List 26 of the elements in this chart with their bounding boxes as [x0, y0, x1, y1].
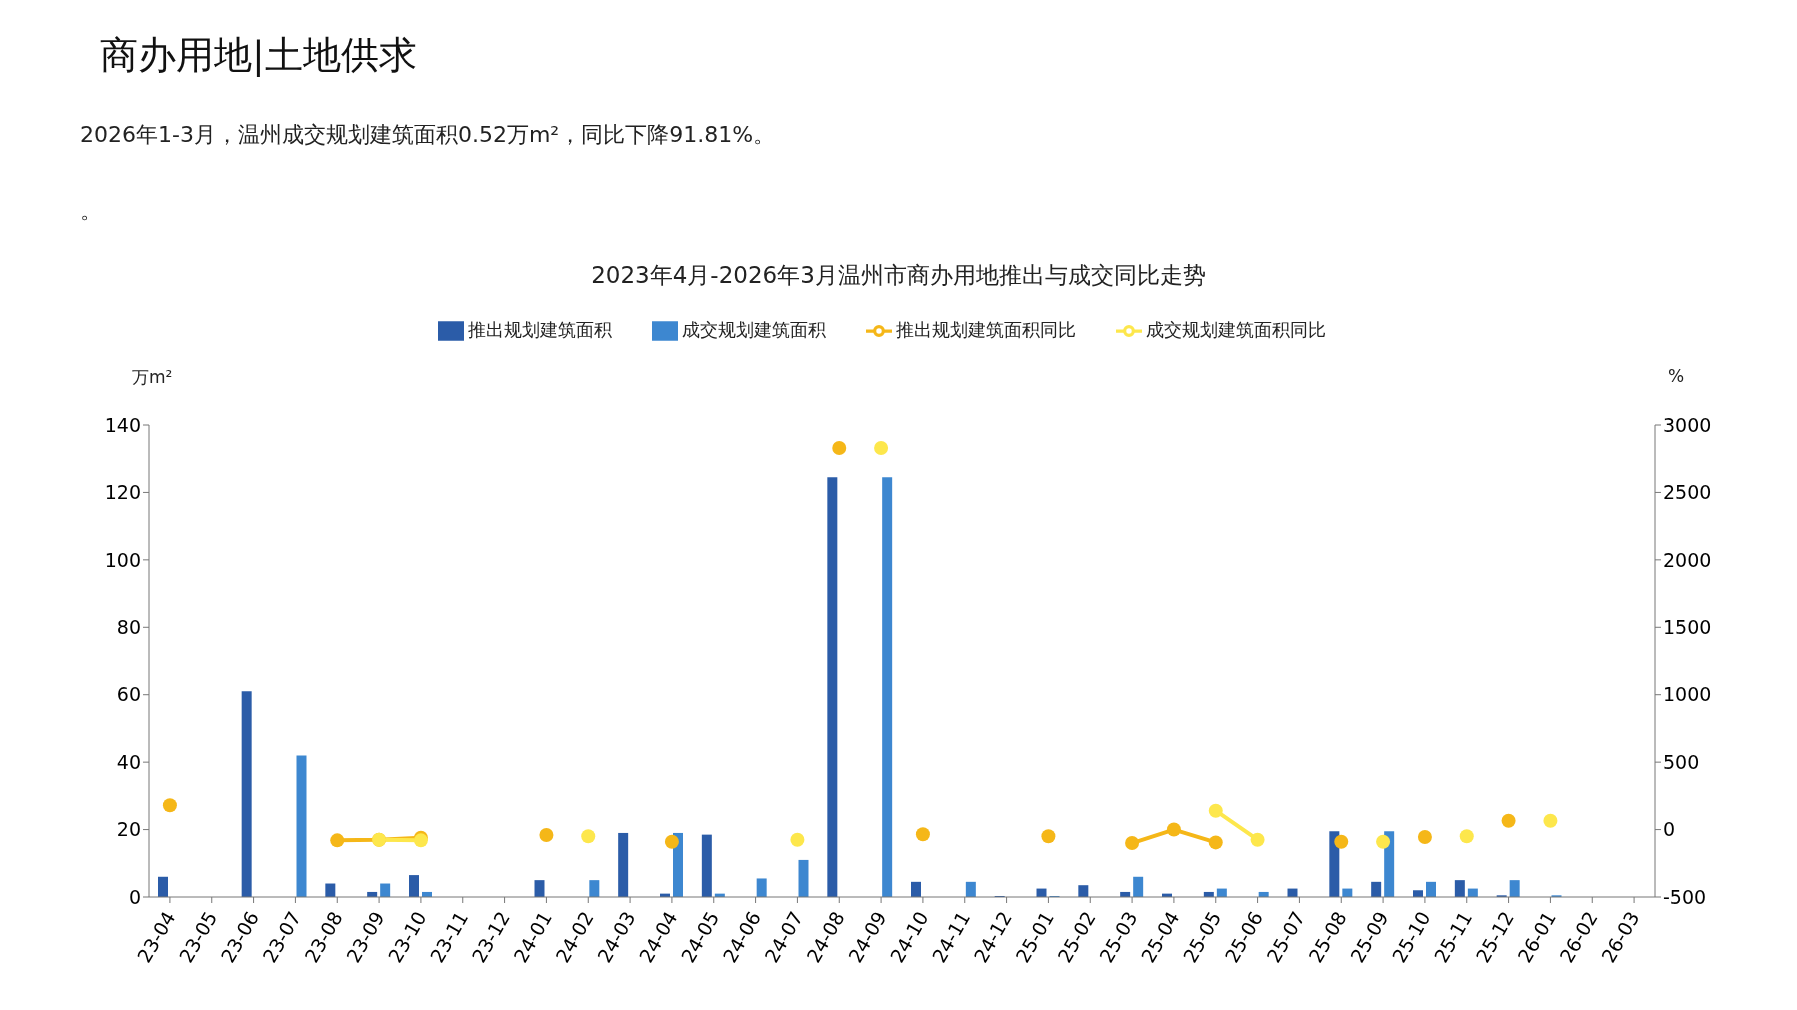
y2-tick-label: 3000 [1663, 413, 1712, 436]
y-tick-label: 80 [116, 616, 141, 639]
y-tick-label: 20 [116, 818, 141, 841]
text: 。 [80, 197, 102, 225]
legend-label: 成交规划建筑面积同比 [1146, 319, 1326, 340]
legend-label: 推出规划建筑面积同比 [896, 319, 1076, 340]
y-axis-title: 万m² [132, 366, 173, 389]
y-tick-label: 60 [116, 683, 141, 706]
legend-label: 推出规划建筑面积 [468, 319, 612, 340]
y2-tick-label: 2500 [1663, 481, 1712, 504]
y-tick-label: 120 [104, 481, 141, 504]
y2-tick-label: 2000 [1663, 548, 1712, 571]
y2-tick-label: 500 [1663, 750, 1700, 773]
text: 2026年1-3月，温州成交规划建筑面积0.52万m²，同比下降91.81%。 [80, 121, 776, 149]
y2-tick-label: 1000 [1663, 683, 1712, 706]
y-tick-label: 40 [116, 750, 141, 773]
chart-subtitle: 商办用地|土地供求 [100, 32, 417, 79]
y-tick-label: 140 [104, 413, 141, 436]
chart-title: 2023年4月-2026年3月温州市商办用地推出与成交同比走势 [590, 261, 1207, 290]
y-tick-label: 100 [104, 548, 141, 571]
y-tick-label: 0 [128, 885, 141, 908]
y2-tick-label: 1500 [1663, 616, 1712, 639]
y2-tick-label: 0 [1663, 818, 1676, 841]
legend-label: 成交规划建筑面积 [682, 319, 826, 340]
y2-axis-title: % [1668, 366, 1685, 386]
y2-tick-label: -500 [1663, 885, 1707, 908]
